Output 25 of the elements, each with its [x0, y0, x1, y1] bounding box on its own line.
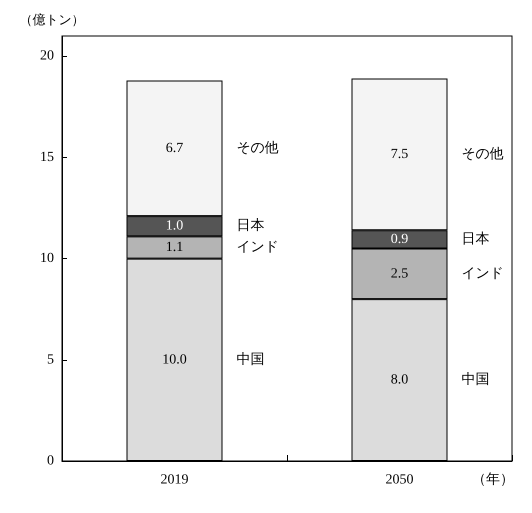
- series-label: 中国: [236, 351, 264, 368]
- text: 日本: [462, 232, 490, 247]
- text: インド: [462, 266, 504, 282]
- y-tick-label: 0: [47, 454, 54, 468]
- y-tick-label: 15: [40, 150, 54, 165]
- x-axis-title: （年）: [472, 472, 514, 488]
- data-label: 6.7: [166, 140, 184, 156]
- x-tick-label: 2019: [160, 472, 188, 488]
- data-label: 8.0: [390, 372, 408, 388]
- y-tick-label: 5: [47, 352, 54, 368]
- series-label: 日本: [236, 218, 264, 234]
- data-label: 2.5: [390, 266, 408, 282]
- series-label: インド: [236, 240, 278, 255]
- data-label: 1.0: [166, 218, 184, 234]
- data-label: 7.5: [390, 146, 408, 162]
- data-label: 0.9: [390, 232, 408, 247]
- text: 中国: [462, 372, 490, 388]
- series-label: その他: [236, 140, 278, 156]
- text: その他: [462, 146, 504, 162]
- y-axis-title: （億トン）: [20, 12, 84, 27]
- data-label: 10.0: [162, 352, 187, 368]
- x-tick-label: 2050: [386, 472, 414, 488]
- y-tick-label: 10: [40, 251, 54, 266]
- data-label: 1.1: [166, 240, 184, 255]
- y-tick-label: 20: [40, 48, 54, 64]
